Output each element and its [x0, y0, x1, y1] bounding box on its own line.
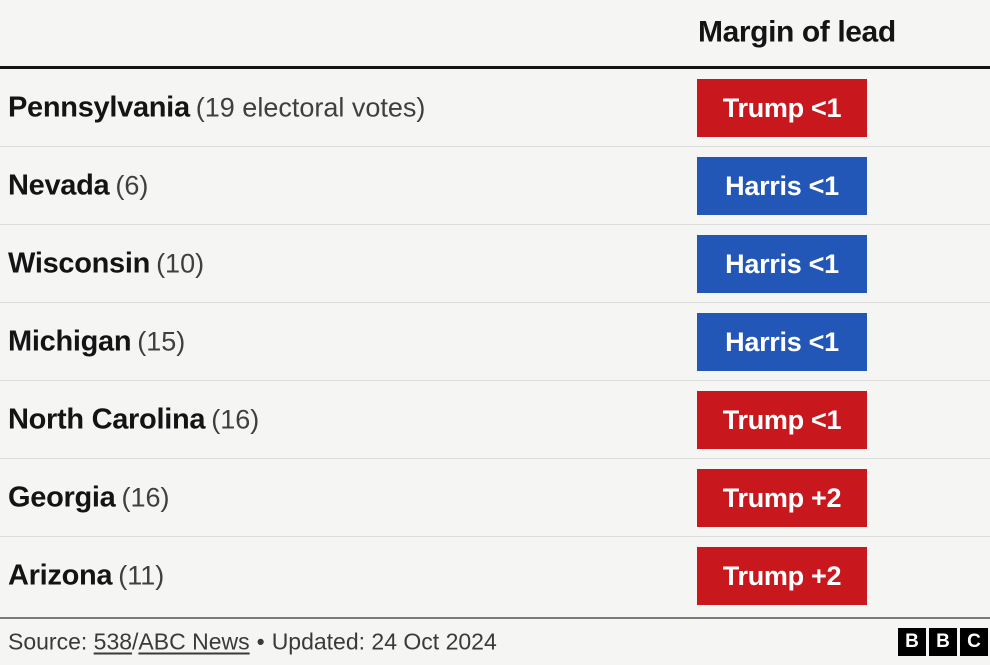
updated-text: Updated: 24 Oct 2024	[271, 628, 497, 655]
electoral-votes: (16)	[211, 404, 260, 434]
table-row: North Carolina (16) Trump <1	[0, 381, 990, 459]
state-cell: Wisconsin (10)	[8, 247, 204, 280]
electoral-votes: (10)	[156, 248, 205, 278]
margin-badge: Harris <1	[697, 234, 867, 293]
state-cell: North Carolina (16)	[8, 403, 259, 436]
table-row: Georgia (16) Trump +2	[0, 459, 990, 537]
margin-badge: Trump <1	[697, 78, 867, 137]
state-name: Wisconsin	[8, 247, 151, 279]
electoral-votes: (16)	[121, 482, 170, 512]
margin-badge: Trump +2	[697, 547, 867, 605]
table-body: Pennsylvania (19 electoral votes) Trump <…	[0, 69, 990, 615]
margin-badge: Trump <1	[697, 390, 867, 449]
electoral-votes: (6)	[115, 170, 149, 200]
state-name: Nevada	[8, 169, 110, 201]
source-line: Source: 538/ABC News • Updated: 24 Oct 202…	[8, 629, 497, 656]
electoral-votes: (15)	[137, 326, 186, 356]
bbc-logo-block-b2: B	[929, 628, 957, 656]
state-name: Michigan	[8, 325, 132, 357]
state-name: Pennsylvania	[8, 91, 190, 123]
bbc-logo-block-b1: B	[898, 628, 926, 656]
state-cell: Arizona (11)	[8, 560, 164, 593]
margin-badge: Harris <1	[697, 312, 867, 371]
state-name: Georgia	[8, 481, 116, 513]
table-row: Wisconsin (10) Harris <1	[0, 225, 990, 303]
state-cell: Pennsylvania (19 electoral votes)	[8, 91, 425, 124]
electoral-votes: (11)	[118, 560, 165, 591]
source-link-538[interactable]: 538	[93, 628, 133, 655]
footer: Source: 538/ABC News • Updated: 24 Oct 202…	[0, 617, 990, 665]
margin-badge: Trump +2	[697, 468, 867, 527]
electoral-votes: (19 electoral votes)	[195, 92, 426, 122]
table-row: Michigan (15) Harris <1	[0, 303, 990, 381]
table-header: Margin of lead	[0, 0, 990, 69]
bbc-logo-block-c: C	[960, 628, 988, 656]
bbc-logo: B B C	[898, 628, 988, 656]
state-name: North Carolina	[8, 403, 206, 435]
state-cell: Nevada (6)	[8, 169, 148, 202]
state-cell: Georgia (16)	[8, 481, 170, 514]
source-prefix: Source:	[8, 628, 94, 655]
source-link-abc-news[interactable]: ABC News	[138, 628, 250, 655]
margin-badge: Harris <1	[697, 156, 867, 215]
table-row: Arizona (11) Trump +2	[0, 537, 990, 615]
table-row: Nevada (6) Harris <1	[0, 147, 990, 225]
state-name: Arizona	[8, 559, 113, 592]
table-row: Pennsylvania (19 electoral votes) Trump <…	[0, 69, 990, 147]
bullet-separator: •	[256, 628, 265, 655]
source-separator: /	[132, 628, 139, 655]
state-cell: Michigan (15)	[8, 325, 185, 358]
margin-of-lead-header: Margin of lead	[698, 15, 896, 49]
